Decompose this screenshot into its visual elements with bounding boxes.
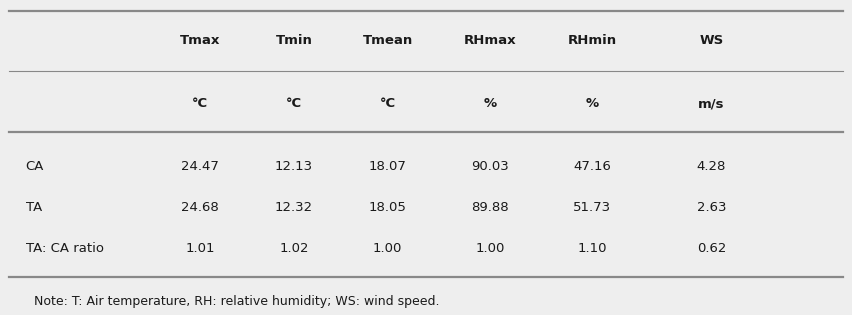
Text: 47.16: 47.16 <box>573 160 611 174</box>
Text: 18.05: 18.05 <box>369 201 406 215</box>
Text: 1.01: 1.01 <box>186 242 215 255</box>
Text: 90.03: 90.03 <box>471 160 509 174</box>
Text: 1.02: 1.02 <box>279 242 308 255</box>
Text: m/s: m/s <box>698 97 725 111</box>
Text: TA: TA <box>26 201 42 215</box>
Text: 1.00: 1.00 <box>475 242 504 255</box>
Text: 24.47: 24.47 <box>181 160 219 174</box>
Text: TA: CA ratio: TA: CA ratio <box>26 242 104 255</box>
Text: 1.10: 1.10 <box>578 242 607 255</box>
Text: 89.88: 89.88 <box>471 201 509 215</box>
Text: RHmax: RHmax <box>463 34 516 48</box>
Text: 12.13: 12.13 <box>275 160 313 174</box>
Text: °C: °C <box>380 97 395 111</box>
Text: Note: T: Air temperature, RH: relative humidity; WS: wind speed.: Note: T: Air temperature, RH: relative h… <box>34 295 440 308</box>
Text: Tmax: Tmax <box>180 34 221 48</box>
Text: 51.73: 51.73 <box>573 201 611 215</box>
Text: 24.68: 24.68 <box>181 201 219 215</box>
Text: 0.62: 0.62 <box>697 242 726 255</box>
Text: 2.63: 2.63 <box>697 201 726 215</box>
Text: %: % <box>483 97 497 111</box>
Text: °C: °C <box>286 97 302 111</box>
Text: WS: WS <box>699 34 723 48</box>
Text: 18.07: 18.07 <box>369 160 406 174</box>
Text: Tmin: Tmin <box>275 34 313 48</box>
Text: 12.32: 12.32 <box>275 201 313 215</box>
Text: °C: °C <box>193 97 208 111</box>
Text: RHmin: RHmin <box>567 34 617 48</box>
Text: %: % <box>585 97 599 111</box>
Text: 1.00: 1.00 <box>373 242 402 255</box>
Text: 4.28: 4.28 <box>697 160 726 174</box>
Text: CA: CA <box>26 160 44 174</box>
Text: Tmean: Tmean <box>363 34 412 48</box>
